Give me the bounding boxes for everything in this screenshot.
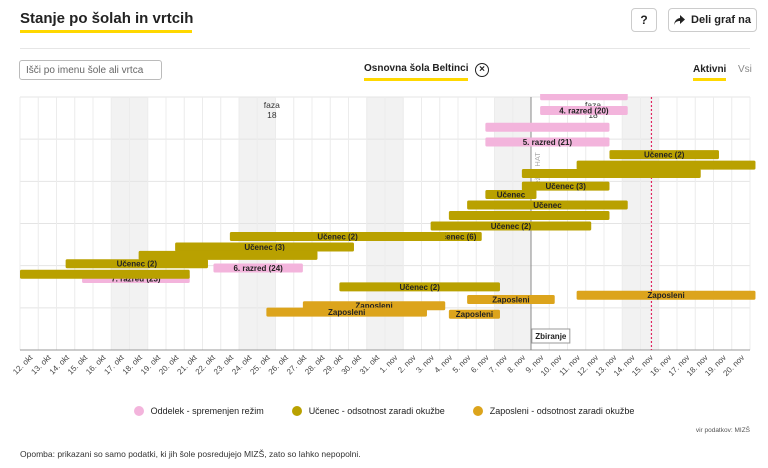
share-label: Deli graf na: [691, 14, 751, 26]
x-tick-label: 1. nov: [378, 353, 400, 375]
gantt-bar-zaposleni: [467, 295, 555, 304]
gantt-bar-label: 7. razred (23): [111, 274, 161, 283]
gantt-bar-zaposleni: [576, 290, 756, 300]
header-divider: [20, 48, 750, 49]
gantt-bar-zaposleni: [266, 307, 427, 317]
gantt-bar-oddelek: [485, 122, 610, 132]
x-tick-label: 31. okt: [358, 353, 382, 377]
gantt-bar-oddelek: [213, 263, 303, 273]
gantt-bar-label: Učenec (3): [244, 243, 285, 252]
x-tick-label: 7. nov: [487, 353, 509, 375]
selected-school-underline: [364, 78, 468, 81]
gantt-bar-label: 5. razred (21): [523, 138, 573, 147]
gantt-bar-ucenec: [430, 221, 592, 231]
gantt-bar-ucenec: [467, 200, 628, 210]
gantt-bar-label: Učenec (2): [317, 232, 358, 241]
tab-all[interactable]: Vsi: [738, 64, 752, 75]
legend-dot-ucenec: [291, 406, 302, 416]
phase-value: 18: [267, 110, 277, 120]
gantt-bar-ucenec: [521, 181, 610, 191]
title-underline: [20, 30, 192, 33]
selected-school: Osnovna šola Beltinci: [364, 63, 469, 74]
x-tick-label: 5. nov: [451, 353, 473, 375]
gantt-bar-ucenec: [485, 190, 537, 199]
zbiranje-box: [531, 328, 571, 344]
gantt-bar-label: Učenec: [497, 190, 526, 199]
gantt-bar-ucenec: [609, 150, 719, 160]
gantt-bar-label: Zaposleni: [647, 291, 684, 300]
phase-label: faza: [585, 100, 601, 110]
gantt-bar-ucenec: [65, 259, 208, 269]
gantt-bar-label: 4. razred (20): [559, 106, 609, 115]
share-button[interactable]: Deli graf na: [668, 8, 757, 32]
legend: Oddelek - spremenjen režim Učenec - odso…: [0, 406, 768, 416]
clear-school-icon[interactable]: ×: [475, 63, 489, 77]
legend-item-oddelek[interactable]: Oddelek - spremenjen režim: [133, 406, 264, 416]
x-tick-label: 8. nov: [506, 353, 528, 375]
legend-label-ucenec: Učenec - odsotnost zaradi okužbe: [308, 406, 445, 416]
tab-active-underline: [693, 78, 726, 81]
data-source: vir podatkov: MIZŠ: [695, 427, 750, 434]
legend-item-zaposleni[interactable]: Zaposleni - odsotnost zaradi okužbe: [472, 406, 635, 416]
gantt-bar-ucenec: [175, 242, 354, 252]
legend-dot-zaposleni: [472, 406, 483, 416]
help-button[interactable]: ?: [631, 8, 657, 32]
gantt-bar-label: Učenec (6): [436, 232, 477, 241]
legend-item-ucenec[interactable]: Učenec - odsotnost zaradi okužbe: [291, 406, 445, 416]
gantt-bar-ucenec: [576, 160, 756, 170]
page-title: Stanje po šolah in vrtcih: [20, 10, 194, 27]
search-input[interactable]: [19, 60, 162, 80]
gantt-bar-ucenec: [138, 250, 318, 260]
phase-label: faza: [264, 100, 280, 110]
gantt-bar-ucenec: [20, 269, 190, 279]
gantt-bar-ucenec: [521, 169, 701, 178]
share-icon: [674, 15, 686, 25]
gantt-bar-label: Učenec (2): [117, 260, 158, 269]
gantt-bar-label: Učenec (2): [399, 283, 440, 292]
x-tick-label: 3. nov: [414, 353, 436, 375]
gantt-bar-label: Učenec (2): [491, 222, 532, 231]
gantt-bar-label: Učenec: [533, 201, 562, 210]
legend-dot-oddelek: [133, 406, 144, 416]
gantt-bar-ucenec: [229, 232, 446, 241]
legend-label-zaposleni: Zaposleni - odsotnost zaradi okužbe: [489, 406, 635, 416]
gantt-bar-label: Učenec (3): [545, 182, 586, 191]
legend-label-oddelek: Oddelek - spremenjen režim: [150, 406, 264, 416]
gantt-bar-oddelek: [485, 137, 610, 147]
gantt-bar-oddelek: [540, 106, 628, 115]
x-tick-label: 4. nov: [433, 353, 455, 375]
footnote: Opomba: prikazani so samo podatki, ki ji…: [20, 449, 361, 459]
gantt-bar-label: Zaposleni: [456, 310, 493, 319]
gantt-bar-label: Zaposleni: [355, 302, 392, 311]
gantt-bar-label: Učenec (2): [644, 151, 685, 160]
tab-active[interactable]: Aktivni: [693, 64, 727, 75]
x-tick-label: 2. nov: [396, 353, 418, 375]
gantt-bar-ucenec: [339, 282, 500, 292]
x-tick-label: 6. nov: [469, 353, 491, 375]
gantt-bar-zaposleni: [448, 309, 500, 319]
gantt-bar-label: Zaposleni: [328, 308, 365, 317]
gantt-bar-label: 6. razred (24): [233, 264, 283, 273]
gantt-bar-oddelek: [540, 94, 628, 101]
gantt-bar-label: Zaposleni: [492, 295, 529, 304]
gantt-bar-ucenec: [448, 211, 610, 220]
zbiranje-label: Zbiranje: [535, 332, 567, 341]
